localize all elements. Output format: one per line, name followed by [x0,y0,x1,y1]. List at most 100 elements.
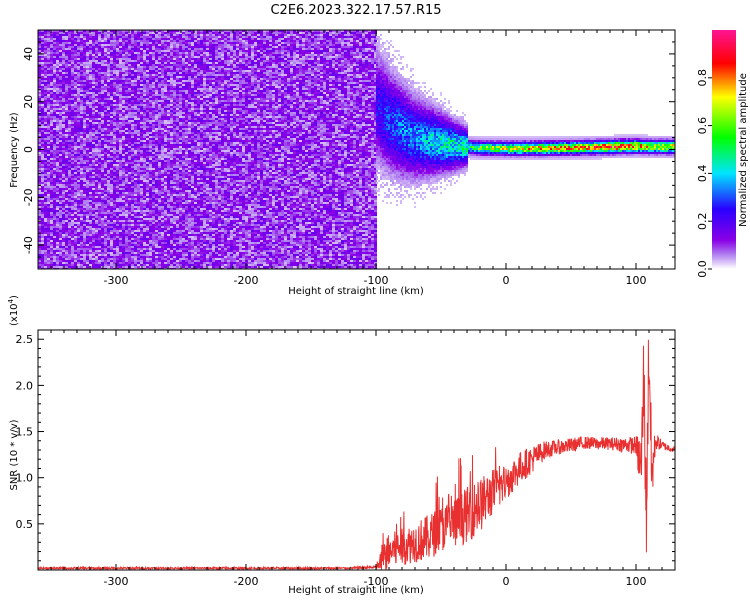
heatmap-cell [110,40,113,42]
heatmap-cell [38,40,41,42]
heatmap-cell [134,142,137,144]
heatmap-cell [53,252,56,254]
heatmap-cell [143,122,146,124]
heatmap-cell [65,58,68,60]
heatmap-cell [68,152,71,154]
heatmap-cell [140,106,143,108]
heatmap-cell [128,256,131,258]
heatmap-cell [65,206,68,208]
heatmap-cell [101,208,104,210]
heatmap-cell [101,218,104,220]
heatmap-cell [65,240,68,242]
heatmap-cell [71,84,74,86]
heatmap-cell [47,42,50,44]
heatmap-cell [113,68,116,70]
heatmap-cell [116,146,119,148]
heatmap-cell [89,116,92,118]
heatmap-cell [107,254,110,256]
heatmap-cell [140,44,143,46]
heatmap-cell [86,64,89,66]
heatmap-cell [122,38,125,40]
heatmap-cell [53,66,56,68]
heatmap-cell [101,88,104,90]
heatmap-cell [65,140,68,142]
heatmap-cell [131,144,134,146]
heatmap-cell [53,176,56,178]
heatmap-cell [101,176,104,178]
heatmap-cell [125,116,128,118]
heatmap-cell [74,172,77,174]
heatmap-cell [56,156,59,158]
heatmap-cell [56,138,59,140]
heatmap-cell [38,248,41,250]
heatmap-cell [146,156,149,158]
heatmap-cell [86,142,89,144]
heatmap-cell [134,128,137,130]
heatmap-cell [143,202,146,204]
heatmap-cell [89,178,92,180]
heatmap-cell [83,114,86,116]
heatmap-cell [122,264,125,266]
heatmap-cell [128,112,131,114]
heatmap-cell [161,102,164,104]
heatmap-cell [149,180,152,182]
heatmap-cell [101,66,104,68]
heatmap-cell [152,238,155,240]
heatmap-cell [143,66,146,68]
heatmap-cell [155,122,158,124]
heatmap-cell [107,30,110,32]
heatmap-cell [92,218,95,220]
heatmap-cell [155,254,158,256]
heatmap-cell [155,128,158,130]
heatmap-cell [59,164,62,166]
heatmap-cell [116,162,119,164]
heatmap-cell [59,36,62,38]
heatmap-cell [155,100,158,102]
heatmap-cell [59,160,62,162]
heatmap-cell [113,108,116,110]
heatmap-cell [53,258,56,260]
heatmap-cell [104,108,107,110]
heatmap-cell [44,90,47,92]
heatmap-cell [68,48,71,50]
heatmap-cell [98,154,101,156]
heatmap-cell [125,164,128,166]
heatmap-cell [104,62,107,64]
heatmap-cell [125,90,128,92]
heatmap-cell [155,168,158,170]
heatmap-cell [110,220,113,222]
heatmap-cell [125,48,128,50]
heatmap-cell [68,264,71,266]
heatmap-cell [38,178,41,180]
heatmap-cell [131,56,134,58]
heatmap-cell [50,72,53,74]
heatmap-cell [41,236,44,238]
heatmap-cell [101,244,104,246]
heatmap-cell [80,92,83,94]
heatmap-cell [83,120,86,122]
heatmap-cell [134,170,137,172]
heatmap-cell [101,188,104,190]
heatmap-cell [116,152,119,154]
heatmap-cell [122,230,125,232]
heatmap-cell [47,90,50,92]
heatmap-cell [107,54,110,56]
heatmap-cell [86,214,89,216]
heatmap-cell [113,224,116,226]
heatmap-cell [86,66,89,68]
heatmap-cell [89,154,92,156]
heatmap-cell [62,84,65,86]
heatmap-cell [83,172,86,174]
heatmap-cell [74,54,77,56]
heatmap-cell [134,126,137,128]
heatmap-cell [38,176,41,178]
heatmap-cell [134,122,137,124]
heatmap-cell [95,238,98,240]
heatmap-cell [62,54,65,56]
heatmap-cell [41,86,44,88]
heatmap-cell [38,146,41,148]
heatmap-cell [134,230,137,232]
heatmap-cell [119,172,122,174]
heatmap-cell [77,82,80,84]
heatmap-cell [65,82,68,84]
